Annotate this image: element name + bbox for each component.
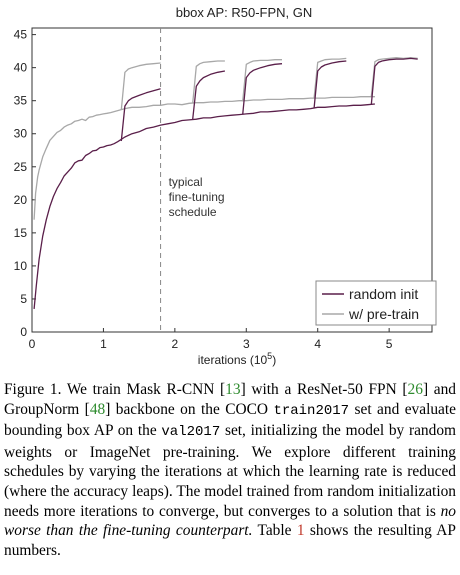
citation-48[interactable]: 48 bbox=[89, 400, 106, 418]
series-random-init-branch-4 bbox=[313, 60, 347, 109]
y-tick-label-35: 35 bbox=[14, 94, 28, 108]
series-pre-train-branch-5 bbox=[370, 57, 418, 97]
annotation-typical-fine-tuning: typical fine-tuning schedule bbox=[169, 175, 225, 219]
series-random-init-branch-1 bbox=[120, 88, 161, 142]
caption-code-train2017: train2017 bbox=[273, 402, 350, 419]
y-tick-label-20: 20 bbox=[14, 193, 28, 207]
chart-title: bbox AP: R50-FPN, GN bbox=[176, 5, 313, 20]
annotation-line-1: typical bbox=[169, 175, 203, 189]
caption-text-5: set and evaluate bounding box AP on the bbox=[4, 400, 456, 440]
x-tick-label-2: 2 bbox=[172, 337, 179, 351]
series-random-init-branch-5 bbox=[370, 57, 418, 105]
x-axis-label-exponent: 5 bbox=[267, 351, 272, 361]
caption-text-4: ] backbone on the COCO bbox=[105, 400, 274, 418]
x-axis-label-tail: ) bbox=[272, 353, 276, 367]
x-tick-label-0: 0 bbox=[29, 337, 36, 351]
ap-line-chart: bbox AP: R50-FPN, GN 0510152025303540450… bbox=[14, 5, 437, 367]
series-pre-train-base bbox=[33, 96, 375, 220]
x-tick-label-5: 5 bbox=[386, 337, 393, 351]
y-tick-label-0: 0 bbox=[20, 325, 27, 339]
figure-caption: Figure 1. We train Mask R-CNN [13] with … bbox=[4, 380, 456, 560]
y-tick-label-15: 15 bbox=[14, 226, 28, 240]
y-tick-label-30: 30 bbox=[14, 127, 28, 141]
legend-box bbox=[315, 280, 437, 326]
caption-text-6: set, initializing the model by random we… bbox=[4, 422, 456, 520]
table-reference-1[interactable]: 1 bbox=[296, 522, 305, 540]
series-random-init-base bbox=[33, 103, 375, 309]
series-pre-train-branch-3 bbox=[242, 59, 282, 102]
x-axis-label-main: iterations (10 bbox=[198, 353, 268, 367]
y-tick-label-10: 10 bbox=[14, 259, 28, 273]
x-tick-label-3: 3 bbox=[243, 337, 250, 351]
caption-code-val2017: val2017 bbox=[161, 424, 221, 441]
legend-label-pre-train: w/ pre-train bbox=[348, 306, 419, 322]
caption-text-2: ] with a ResNet-50 FPN [ bbox=[240, 381, 408, 398]
x-axis-label: iterations (105) bbox=[198, 351, 276, 367]
series-random-init-branch-3 bbox=[242, 63, 283, 115]
caption-text-1: Figure 1. We train Mask R-CNN [ bbox=[4, 381, 226, 398]
citation-26[interactable]: 26 bbox=[407, 381, 423, 398]
caption-text-8: shows the resulting AP numbers. bbox=[4, 522, 456, 559]
annotation-line-2: fine-tuning bbox=[169, 190, 225, 204]
caption-text-7: Table bbox=[252, 522, 297, 540]
caption-text-3: ] and GroupNorm [ bbox=[4, 381, 456, 418]
series-pre-train-branch-1 bbox=[120, 62, 161, 110]
caption-emphasis: no worse than the fine-tuning counterpar… bbox=[4, 502, 456, 540]
y-tick-label-25: 25 bbox=[14, 160, 28, 174]
citation-13[interactable]: 13 bbox=[225, 381, 241, 398]
x-tick-label-4: 4 bbox=[314, 337, 321, 351]
y-tick-label-5: 5 bbox=[20, 292, 27, 306]
y-tick-label-40: 40 bbox=[14, 61, 28, 75]
annotation-line-3: schedule bbox=[169, 205, 217, 219]
plot-frame bbox=[31, 27, 433, 333]
legend-label-random-init: random init bbox=[349, 286, 418, 302]
series-pre-train-branch-2 bbox=[192, 60, 225, 104]
x-tick-label-1: 1 bbox=[100, 337, 107, 351]
y-tick-label-45: 45 bbox=[14, 28, 28, 42]
series-random-init-branch-2 bbox=[192, 70, 226, 120]
series-pre-train-branch-4 bbox=[313, 57, 347, 99]
legend: random init w/ pre-train bbox=[315, 280, 437, 326]
